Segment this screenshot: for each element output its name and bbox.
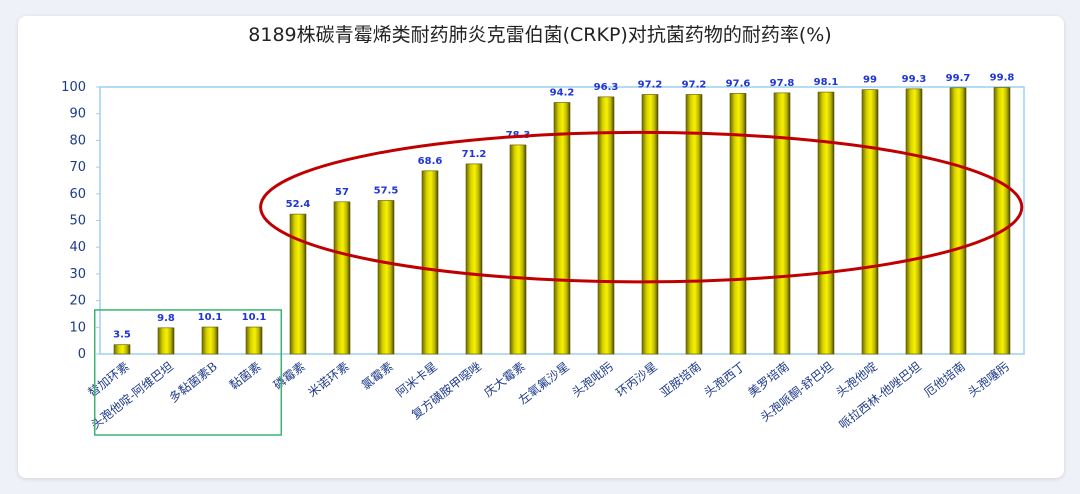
bar	[905, 88, 923, 355]
y-tick-label: 100	[61, 80, 86, 95]
data-label: 10.1	[198, 312, 223, 323]
x-tick-label: 头孢西丁	[701, 359, 747, 400]
chart-card	[18, 16, 1064, 478]
data-label: 97.8	[770, 78, 795, 89]
data-label: 3.5	[113, 330, 131, 341]
red-highlight-ellipse	[259, 130, 1024, 284]
x-tick-label: 头孢他啶-阿维巴坦	[88, 359, 175, 432]
x-tick-label: 黏菌素	[227, 359, 264, 392]
y-tick-label: 40	[69, 240, 86, 255]
x-tick-label: 多黏菌素B	[166, 359, 220, 405]
bar	[685, 94, 703, 355]
x-tick-label: 环丙沙星	[613, 359, 659, 400]
data-label: 99.3	[902, 74, 927, 85]
y-tick-label: 90	[69, 107, 86, 122]
bar	[641, 94, 659, 355]
y-tick-label: 20	[69, 294, 86, 309]
data-label: 68.6	[418, 156, 443, 167]
x-tick-label: 亚胺培南	[657, 359, 704, 400]
x-tick-label: 厄他培南	[921, 359, 968, 400]
bar	[509, 144, 527, 355]
bar	[113, 344, 131, 355]
y-tick-label: 50	[69, 214, 86, 229]
data-label: 98.1	[814, 77, 839, 88]
data-label: 96.3	[594, 82, 619, 93]
data-label: 9.8	[157, 313, 175, 324]
data-label: 99.8	[990, 73, 1015, 84]
bar	[201, 326, 219, 355]
x-tick-label: 磷霉素	[270, 359, 308, 393]
data-label: 71.2	[462, 149, 487, 160]
y-tick-label: 70	[69, 160, 86, 175]
y-tick-label: 30	[69, 267, 86, 282]
green-highlight-box	[93, 309, 283, 436]
data-label: 94.2	[550, 87, 575, 98]
bar	[465, 163, 483, 355]
y-tick-label: 60	[69, 187, 86, 202]
bar	[993, 87, 1011, 355]
data-label: 97.2	[682, 79, 707, 90]
data-label: 57	[335, 187, 349, 198]
bar	[729, 93, 747, 355]
chart-title: 8189株碳青霉烯类耐药肺炎克雷伯菌(CRKP)对抗菌药物的耐药率(%)	[248, 24, 832, 46]
data-label: 10.1	[242, 312, 267, 323]
bar	[817, 91, 835, 355]
y-tick-label: 10	[69, 320, 86, 335]
bar	[245, 326, 263, 355]
x-tick-label: 头孢吡肟	[569, 359, 615, 400]
x-tick-label: 米诺环素	[305, 359, 351, 400]
bar	[377, 200, 395, 355]
data-label: 99.7	[946, 73, 971, 84]
x-tick-label: 哌拉西林-他唑巴坦	[836, 359, 924, 432]
y-tick-label: 80	[69, 133, 86, 148]
data-label: 99	[863, 75, 877, 86]
bar	[333, 201, 351, 355]
x-tick-label: 头孢噻肟	[965, 359, 1012, 400]
bar	[597, 96, 615, 355]
bar	[553, 102, 571, 355]
data-label: 97.2	[638, 79, 663, 90]
data-label: 57.5	[374, 185, 399, 196]
bar	[289, 213, 307, 355]
y-tick-label: 0	[78, 347, 86, 362]
bar	[949, 87, 967, 355]
bar	[773, 92, 791, 355]
bar	[421, 170, 439, 355]
data-label: 97.6	[726, 78, 751, 89]
data-label: 52.4	[286, 199, 311, 210]
bar	[861, 89, 879, 355]
bar	[157, 327, 175, 355]
x-tick-label: 氯霉素	[359, 359, 396, 392]
